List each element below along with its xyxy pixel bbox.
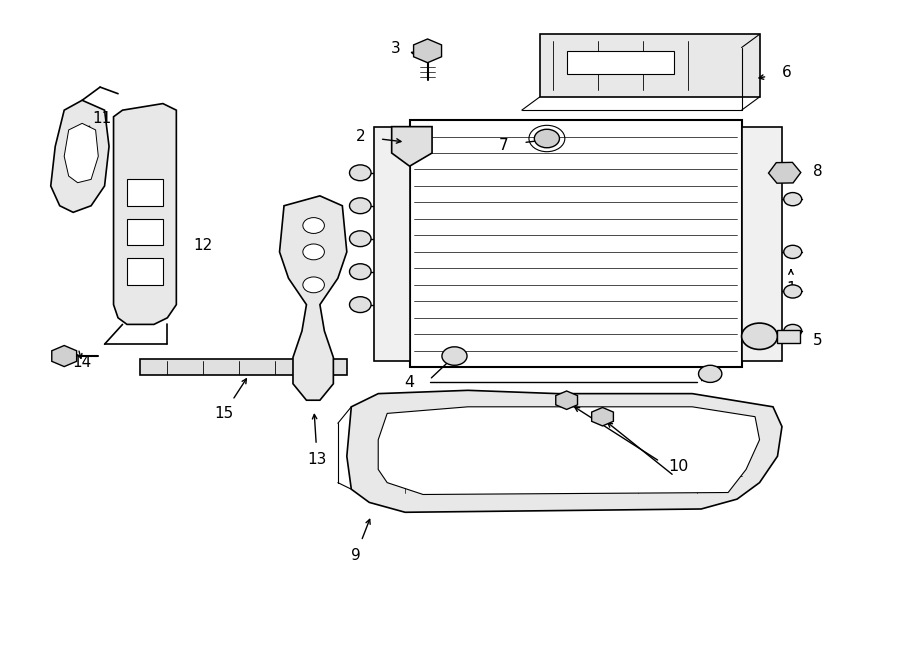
Circle shape — [742, 323, 778, 350]
Bar — [127, 219, 163, 246]
Text: 11: 11 — [93, 111, 112, 126]
Polygon shape — [392, 126, 432, 166]
Circle shape — [349, 263, 371, 279]
Circle shape — [535, 129, 560, 148]
Bar — [778, 330, 800, 343]
Circle shape — [349, 198, 371, 214]
Bar — [567, 51, 674, 74]
Circle shape — [349, 231, 371, 247]
Polygon shape — [50, 100, 109, 213]
Text: 7: 7 — [499, 138, 508, 153]
Bar — [410, 120, 742, 367]
Text: 4: 4 — [405, 375, 415, 390]
Circle shape — [784, 193, 802, 206]
Text: 5: 5 — [813, 334, 823, 348]
Text: 1: 1 — [786, 281, 796, 296]
Text: 13: 13 — [308, 452, 327, 467]
Text: 2: 2 — [356, 129, 365, 144]
Polygon shape — [64, 123, 98, 183]
Circle shape — [698, 365, 722, 383]
Circle shape — [442, 347, 467, 365]
Circle shape — [784, 246, 802, 258]
Bar — [127, 179, 163, 206]
Text: 3: 3 — [392, 41, 401, 56]
Polygon shape — [346, 391, 782, 512]
Bar — [127, 258, 163, 285]
Circle shape — [349, 297, 371, 312]
Circle shape — [784, 285, 802, 298]
Polygon shape — [378, 407, 760, 495]
Circle shape — [303, 218, 324, 234]
Text: 6: 6 — [781, 65, 791, 80]
Text: 14: 14 — [73, 355, 92, 370]
Text: 8: 8 — [813, 164, 823, 179]
Text: 12: 12 — [194, 238, 213, 253]
Bar — [742, 126, 782, 361]
Text: 10: 10 — [669, 459, 689, 473]
Circle shape — [349, 165, 371, 181]
Bar — [540, 34, 760, 97]
Polygon shape — [280, 196, 346, 401]
Bar — [374, 126, 410, 361]
Polygon shape — [113, 103, 176, 324]
Circle shape — [784, 324, 802, 338]
Circle shape — [303, 277, 324, 293]
Circle shape — [303, 244, 324, 260]
Text: 9: 9 — [351, 547, 361, 563]
Bar — [140, 359, 346, 375]
Text: 15: 15 — [214, 406, 233, 421]
